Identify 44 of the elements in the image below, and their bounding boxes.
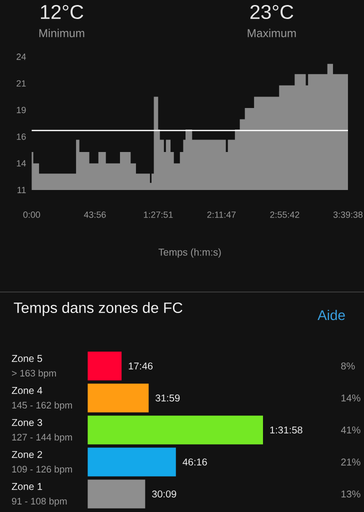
data-label: 1:31:58	[270, 426, 302, 434]
data-label: 30:09	[152, 490, 176, 498]
y-tick-label: Zone 3	[12, 418, 42, 426]
text: 91 - 108 bpm	[12, 498, 67, 506]
text: 8%	[341, 362, 355, 370]
y-tick-label: Zone 1	[12, 483, 42, 490]
y-tick-label: Zone 4	[12, 387, 42, 394]
text: 109 - 126 bpm	[12, 466, 72, 474]
y-tick-label: 16	[16, 133, 26, 140]
x-tick-label: 2:11:47	[207, 212, 236, 218]
y-tick-label: Zone 5	[12, 355, 42, 362]
x-tick-label: 0:00	[23, 212, 40, 218]
y-tick-label: 11	[18, 186, 26, 194]
text: 145 - 162 bpm	[12, 402, 72, 410]
y-tick-label: 24	[16, 54, 26, 60]
data-label: 46:16	[182, 458, 207, 466]
text: 23°C	[250, 4, 294, 20]
y-tick-label: 19	[16, 106, 26, 114]
x-axis-title: Temps (h:m:s)	[158, 248, 221, 258]
y-tick-label: 21	[16, 80, 26, 86]
bar	[88, 448, 176, 476]
y-tick-label: 14	[16, 160, 26, 166]
x-tick-label: 3:39:38	[333, 212, 363, 218]
data-label: 17:46	[128, 362, 153, 370]
text: > 163 bpm	[12, 370, 56, 378]
chart-title: Temps dans zones de FC	[14, 302, 182, 316]
text: Minimum	[39, 28, 84, 38]
data-label: 31:59	[156, 394, 180, 402]
text: 127 - 144 bpm	[12, 434, 72, 442]
text: 41%	[340, 426, 360, 434]
bar	[88, 352, 122, 380]
x-tick-label: 43:56	[84, 212, 106, 218]
text: Maximum	[248, 28, 296, 38]
x-tick-label: 1:27:51	[144, 212, 173, 218]
text: Aide	[318, 310, 345, 320]
text: 14%	[341, 394, 360, 402]
x-tick-label: 2:55:42	[270, 212, 300, 218]
y-tick-label: Zone 2	[12, 450, 42, 458]
bar	[88, 480, 146, 508]
bar	[88, 384, 149, 412]
text: 13%	[341, 490, 360, 498]
text: 12°C	[40, 4, 84, 20]
text: 21%	[341, 458, 360, 466]
bar	[88, 416, 263, 444]
